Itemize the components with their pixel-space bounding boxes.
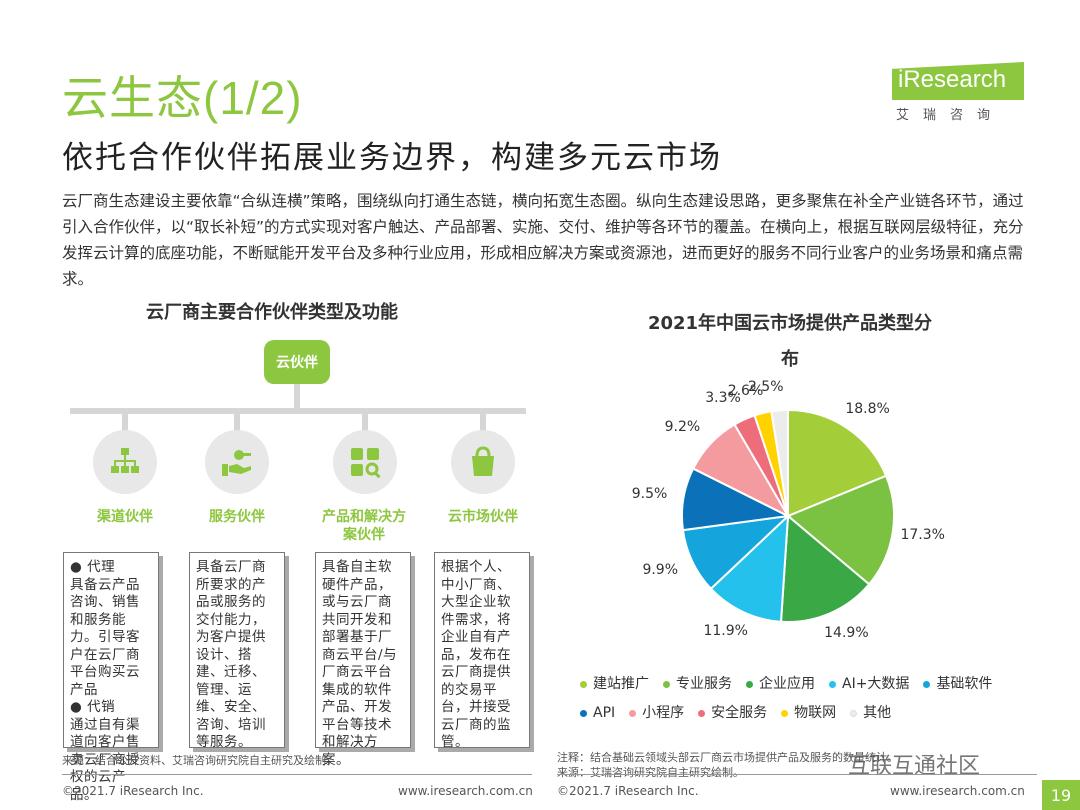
cat-market: 云市场伙伴 — [448, 509, 518, 525]
pie-label-7: 3.3% — [705, 390, 741, 407]
connector-2 — [234, 412, 240, 434]
pie-label-3: 11.9% — [703, 622, 748, 639]
legend-item-6: 小程序 — [629, 699, 684, 728]
box-market: 根据个人、中小厂商、大型企业软件需求，将企业自有产品，发布在云厂商提供的交易平台… — [434, 552, 530, 750]
chart-legend: 建站推广 专业服务 企业应用 AI+大数据 基础软件 API 小程序 安全服务 物联网 其他 — [580, 670, 1050, 728]
source-right: 注释：结合基础云领域头部云厂商云市场提供产品及服务的数量统计。 来源：艾瑞咨询研… — [557, 750, 898, 780]
pie-label-8: 2.6% — [727, 382, 764, 399]
legend-label-2: 企业应用 — [759, 676, 815, 692]
connector-horizontal — [70, 408, 526, 414]
legend-label-9: 其他 — [863, 705, 892, 721]
legend-item-4: 基础软件 — [923, 670, 992, 699]
legend-label-4: 基础软件 — [936, 676, 993, 692]
pie-label-6: 9.2% — [664, 419, 701, 436]
source-left: 来源：结合公开资料、艾瑞咨询研究院自主研究及绘制。 — [62, 754, 337, 767]
intro-paragraph: 云厂商生态建设主要依靠“合纵连横”策略，围绕纵向打通生态链，横向拓宽生态圈。纵向… — [62, 192, 1024, 288]
pie-slice-0 — [787, 408, 888, 518]
pie-label-9: 2.5% — [747, 379, 784, 396]
legend-item-5: API — [580, 699, 615, 728]
legend-label-0: 建站推广 — [593, 676, 649, 692]
connector-3 — [362, 412, 368, 434]
cat-channel: 渠道伙伴 — [97, 509, 153, 525]
legend-item-1: 专业服务 — [663, 670, 732, 699]
legend-item-7: 安全服务 — [698, 699, 767, 728]
pie-slice-9 — [770, 408, 789, 517]
cat-service: 服务伙伴 — [209, 509, 265, 525]
logo-text: iResearch — [898, 66, 1007, 93]
legend-swatch-6 — [629, 709, 637, 717]
pie-slice-3 — [709, 513, 790, 623]
legend-item-8: 物联网 — [781, 699, 836, 728]
footer-divider-left — [62, 774, 532, 775]
url-right: www.iresearch.com.cn — [890, 784, 1025, 798]
legend-label-1: 专业服务 — [676, 676, 732, 692]
market-icon — [451, 430, 515, 494]
connector-root — [294, 384, 300, 410]
root-node: 云伙伴 — [264, 340, 330, 384]
legend-label-5: API — [593, 705, 616, 721]
service-icon — [205, 430, 269, 494]
legend-label-3: AI+大数据 — [842, 676, 910, 692]
legend-label-7: 安全服务 — [711, 705, 768, 721]
diagram-title: 云厂商主要合作伙伴类型及功能 — [146, 302, 398, 323]
box-service: 具备云厂商所要求的产品或服务的交付能力，为客户提供设计、搭建、迁移、管理、运维、… — [189, 552, 285, 750]
url-left: www.iresearch.com.cn — [398, 784, 533, 798]
source-note-2: 来源：艾瑞咨询研究院自主研究绘制。 — [557, 766, 744, 779]
logo-cn: 艾瑞咨询 — [896, 108, 1005, 123]
legend-item-0: 建站推广 — [580, 670, 649, 699]
legend-item-9: 其他 — [850, 699, 891, 728]
pie-label-5: 9.5% — [631, 485, 668, 502]
source-note: 注释：结合基础云领域头部云厂商云市场提供产品及服务的数量统计。 — [557, 751, 898, 764]
legend-swatch-5 — [580, 709, 587, 717]
page-title: 云生态(1/2) — [62, 72, 303, 124]
legend-swatch-2 — [746, 680, 753, 688]
legend-label-6: 小程序 — [642, 705, 685, 721]
connector-4 — [480, 412, 486, 434]
copyright-left: ©2021.7 iResearch Inc. — [62, 784, 204, 798]
page-number: 19 — [1042, 780, 1080, 810]
legend-swatch-1 — [663, 680, 670, 688]
product-icon — [333, 430, 397, 494]
channel-icon — [93, 430, 157, 494]
legend-item-3: AI+大数据 — [829, 670, 909, 699]
iresearch-logo: iResearch 艾瑞咨询 — [892, 58, 1024, 126]
legend-swatch-8 — [781, 709, 789, 717]
box-channel: ● 代理 具备云产品咨询、销售和服务能力。引导客户在云厂商平台购买云产品 ● 代… — [63, 552, 159, 803]
legend-label-8: 物联网 — [794, 705, 837, 721]
legend-item-2: 企业应用 — [746, 670, 815, 699]
legend-swatch-3 — [829, 680, 836, 688]
footer-divider-right — [557, 774, 1037, 775]
pie-label-1: 17.3% — [900, 526, 945, 543]
box-product: 具备自主软硬件产品，或与云厂商共同开发和部署基于厂商云平台/与厂商云平台集成的软… — [315, 552, 411, 768]
watermark: 互联互通社区 — [848, 754, 981, 779]
page-subtitle: 依托合作伙伴拓展业务边界，构建多元云市场 — [62, 140, 722, 176]
pie-slice-1 — [786, 474, 895, 586]
connector-1 — [122, 412, 128, 434]
pie-label-4: 9.9% — [642, 562, 679, 579]
cat-product: 产品和解决方案伙伴 — [322, 509, 406, 543]
legend-swatch-9 — [850, 709, 858, 717]
pie-slice-2 — [779, 513, 871, 623]
pie-chart — [681, 408, 895, 623]
pie-label-2: 14.9% — [824, 624, 869, 641]
pie-label-0: 18.8% — [845, 400, 890, 417]
legend-swatch-4 — [923, 680, 931, 688]
legend-swatch-0 — [580, 680, 587, 688]
copyright-right: ©2021.7 iResearch Inc. — [557, 784, 699, 798]
chart-title: 2021年中国云市场提供产品类型分布 — [647, 313, 933, 370]
legend-swatch-7 — [698, 709, 706, 717]
